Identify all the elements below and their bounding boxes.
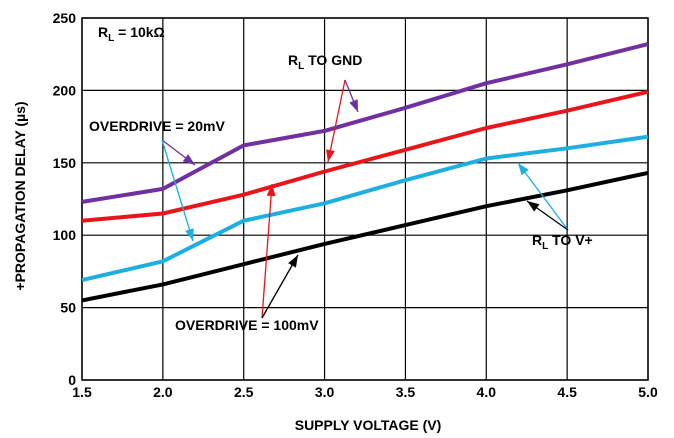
rlv-arrow-cyan	[517, 162, 569, 231]
y-tick-label: 250	[53, 10, 77, 26]
annotation-arrows	[161, 79, 569, 319]
x-axis-label: SUPPLY VOLTAGE (V)	[295, 417, 442, 433]
rl-value-annotation: RL = 10kΩ	[98, 24, 165, 44]
series-line-black	[81, 170, 649, 303]
rlv-arrow-black	[526, 200, 569, 231]
overdrive-20mv-annotation: OVERDRIVE = 20mV	[89, 118, 225, 134]
series-lines	[81, 42, 649, 303]
rl-gnd-arrow-purple	[344, 79, 359, 113]
x-tick-label: 2.0	[153, 384, 173, 400]
plot-frame	[81, 17, 649, 381]
x-tick-label: 1.5	[72, 384, 92, 400]
x-tick-label: 4.5	[557, 384, 577, 400]
series-line-cyan	[81, 134, 649, 283]
y-tick-label: 200	[53, 82, 77, 98]
series-line-purple	[81, 42, 649, 204]
rl-gnd-arrow-red	[326, 79, 346, 163]
grid	[81, 17, 649, 381]
rl-to-vplus-annotation: RL TO V+	[532, 232, 593, 252]
overdrive-100mv-annotation: OVERDRIVE = 100mV	[175, 317, 319, 333]
od20-arrow-purple	[161, 139, 196, 166]
y-tick-label: 0	[68, 372, 76, 388]
x-tick-label: 3.5	[396, 384, 416, 400]
rl-to-gnd-annotation: RL TO GND	[288, 52, 362, 72]
y-tick-labels: 0 50 100 150 200 250	[53, 10, 77, 388]
x-tick-label: 5.0	[638, 384, 658, 400]
od100-arrow-red	[261, 183, 276, 319]
y-tick-label: 50	[60, 300, 76, 316]
plot-border	[81, 17, 649, 381]
y-tick-label: 150	[53, 155, 77, 171]
od100-arrow-black	[261, 254, 299, 319]
x-tick-labels: 1.5 2.0 2.5 3.0 3.5 4.0 4.5 5.0	[72, 384, 658, 400]
y-tick-label: 100	[53, 227, 77, 243]
x-tick-label: 4.0	[477, 384, 497, 400]
od20-arrow-cyan	[161, 139, 194, 242]
y-axis-label: +PROPAGATION DELAY (µs)	[12, 101, 28, 290]
series-line-red	[81, 89, 649, 223]
x-tick-label: 2.5	[234, 384, 254, 400]
x-tick-label: 3.0	[315, 384, 335, 400]
